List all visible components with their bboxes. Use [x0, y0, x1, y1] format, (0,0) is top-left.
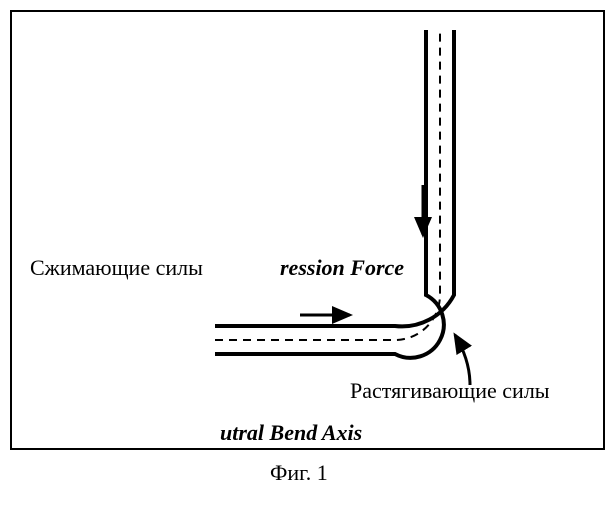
stretching-forces-label: Растягивающие силы	[350, 378, 550, 404]
figure-caption: Фиг. 1	[270, 460, 328, 486]
ression-force-label: ression Force	[280, 255, 404, 281]
neutral-bend-axis-label: utral Bend Axis	[220, 420, 362, 446]
diagram-container: Сжимающие силы ression Force Растягивающ…	[0, 0, 615, 500]
compressing-forces-label: Сжимающие силы	[30, 255, 203, 281]
